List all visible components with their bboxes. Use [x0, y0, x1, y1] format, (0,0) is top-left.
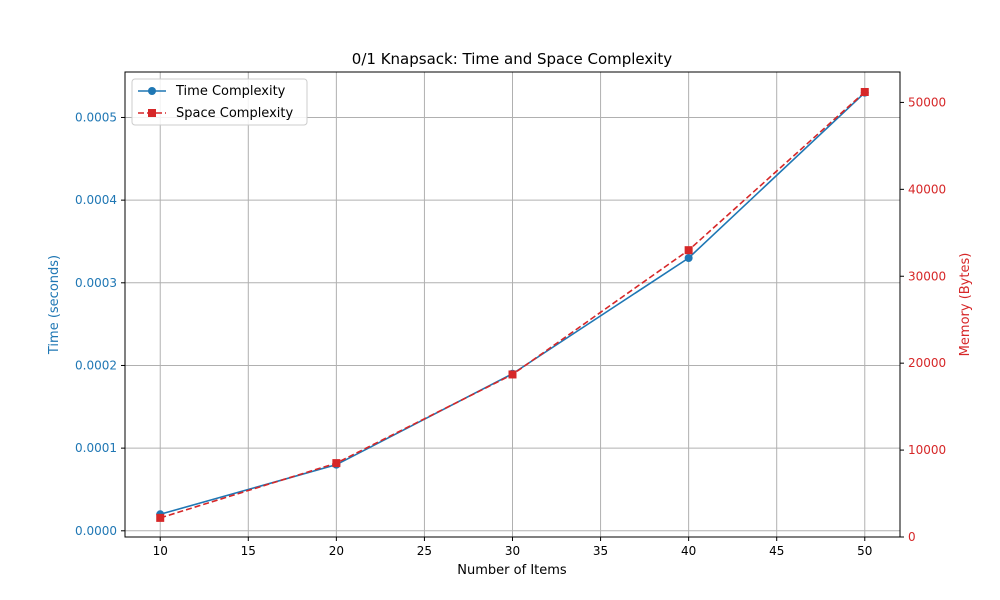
x-axis-label: Number of Items	[457, 563, 567, 578]
y-right-tick-label: 20000	[908, 356, 946, 370]
y-axis-left: 0.0000 0.0001 0.0002 0.0003 0.0004 0.0005	[75, 110, 125, 538]
space-complexity-point	[508, 370, 517, 379]
x-tick-label: 20	[329, 544, 344, 558]
legend-space-complexity-marker	[148, 109, 156, 117]
grid	[125, 72, 900, 537]
y-right-tick-label: 30000	[908, 269, 946, 283]
x-tick-label: 30	[505, 544, 520, 558]
space-complexity-point	[684, 246, 693, 255]
space-complexity-point	[332, 459, 341, 468]
y-left-tick-label: 0.0004	[75, 193, 117, 207]
y-right-tick-label: 40000	[908, 182, 946, 196]
y-axis-right-label: Memory (Bytes)	[958, 253, 973, 357]
y-left-tick-label: 0.0001	[75, 441, 117, 455]
y-right-tick-label: 50000	[908, 95, 946, 109]
space-complexity-point	[156, 513, 165, 522]
x-tick-label: 40	[681, 544, 696, 558]
legend-time-complexity-marker	[148, 87, 156, 95]
x-axis: 10 15 20 25 30 35 40 45 50	[153, 537, 872, 558]
x-tick-label: 35	[593, 544, 608, 558]
time-complexity-point	[684, 254, 693, 262]
chart-title: 0/1 Knapsack: Time and Space Complexity	[352, 50, 673, 68]
y-left-tick-label: 0.0000	[75, 524, 117, 538]
series-layer	[156, 87, 869, 522]
legend: Time Complexity Space Complexity	[131, 78, 308, 126]
legend-box	[131, 78, 308, 126]
legend-space-complexity-label: Space Complexity	[176, 106, 293, 121]
y-left-tick-label: 0.0005	[75, 110, 117, 124]
y-right-tick-label: 0	[908, 530, 916, 544]
y-axis-left-label: Time (seconds)	[47, 255, 62, 355]
y-left-tick-label: 0.0003	[75, 276, 117, 290]
x-tick-label: 10	[153, 544, 168, 558]
x-tick-label: 25	[417, 544, 432, 558]
space-complexity-point	[860, 87, 869, 96]
y-left-tick-label: 0.0002	[75, 358, 117, 372]
x-tick-label: 50	[857, 544, 872, 558]
x-tick-label: 15	[241, 544, 256, 558]
y-right-tick-label: 10000	[908, 443, 946, 457]
x-tick-label: 45	[769, 544, 784, 558]
y-axis-right: 0 10000 20000 30000 40000 50000	[900, 95, 946, 544]
legend-time-complexity-label: Time Complexity	[175, 84, 286, 99]
